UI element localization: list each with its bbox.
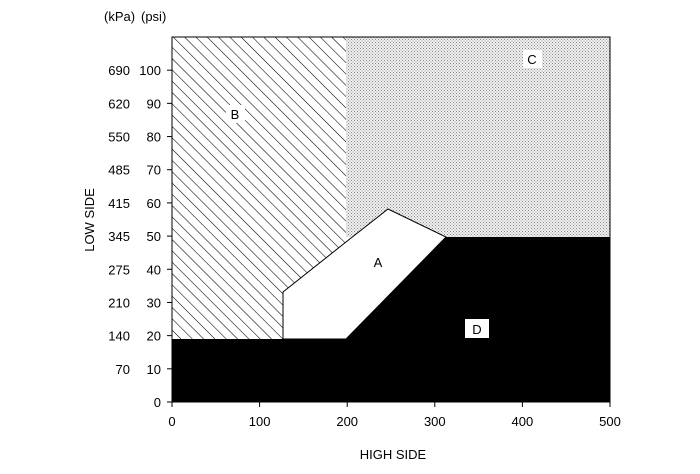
y-kpa-tick-label: 210 <box>108 295 130 310</box>
zone-b-label: B <box>231 107 240 122</box>
x-tick-label: 0 <box>168 414 175 429</box>
y-kpa-tick-label: 275 <box>108 262 130 277</box>
zone-d-label: D <box>472 322 481 337</box>
psi-unit-header: (psi) <box>141 9 166 24</box>
y-psi-tick-label: 40 <box>147 262 161 277</box>
y-kpa-tick-label: 415 <box>108 196 130 211</box>
x-axis-ticks: 0 100 200 300 400 500 <box>168 402 621 429</box>
x-axis-title: HIGH SIDE <box>360 447 427 462</box>
zone-c-region <box>346 37 610 237</box>
y-psi-tick-label: 80 <box>147 130 161 145</box>
zone-a-region <box>282 208 447 340</box>
y-psi-tick-label: 100 <box>139 63 161 78</box>
x-tick-label: 400 <box>512 414 534 429</box>
y-psi-tick-label: 0 <box>154 395 161 410</box>
y-psi-tick-label: 30 <box>147 295 161 310</box>
y-psi-tick-label: 60 <box>147 196 161 211</box>
x-tick-label: 500 <box>599 414 621 429</box>
zone-a-label: A <box>374 255 383 270</box>
y-axis-title: LOW SIDE <box>82 188 97 252</box>
zone-d-label-box <box>465 319 489 338</box>
kpa-unit-header: (kPa) <box>104 9 135 24</box>
y-kpa-tick-label: 550 <box>108 130 130 145</box>
x-tick-label: 300 <box>424 414 446 429</box>
zone-c-label-box <box>523 50 542 68</box>
y-kpa-tick-label: 620 <box>108 96 130 111</box>
y-psi-tick-label: 90 <box>147 96 161 111</box>
zone-c-label: C <box>527 52 536 67</box>
y-kpa-tick-label: 140 <box>108 329 130 344</box>
y-psi-tick-label: 10 <box>147 362 161 377</box>
y-axis-ticks: 0 10 70 20 140 30 210 40 275 50 345 60 415 70 485 80 550… <box>108 63 172 410</box>
zone-b-label-box <box>226 105 245 123</box>
y-psi-tick-label: 50 <box>147 229 161 244</box>
y-kpa-tick-label: 690 <box>108 63 130 78</box>
y-kpa-tick-label: 345 <box>108 229 130 244</box>
x-tick-label: 200 <box>336 414 358 429</box>
y-kpa-tick-label: 70 <box>116 362 130 377</box>
x-tick-label: 100 <box>249 414 271 429</box>
zone-d-region <box>172 237 610 402</box>
y-kpa-tick-label: 485 <box>108 163 130 178</box>
y-psi-tick-label: 70 <box>147 163 161 178</box>
plot-frame <box>171 36 611 403</box>
y-psi-tick-label: 20 <box>147 329 161 344</box>
